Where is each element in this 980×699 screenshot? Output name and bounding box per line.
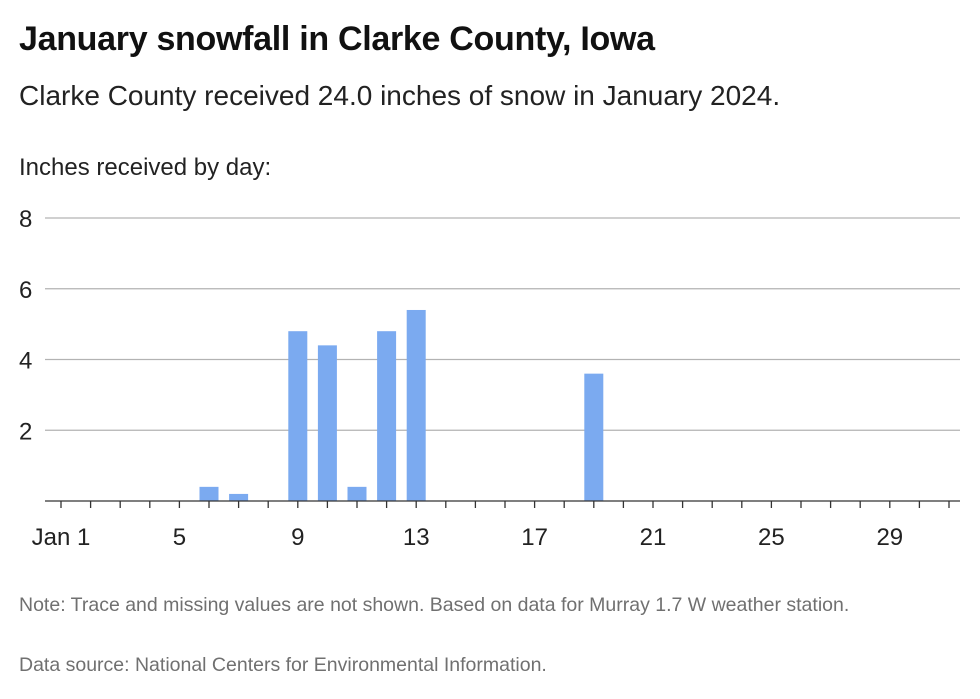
x-tick-label: 17 (521, 524, 548, 551)
bar-day-7 (229, 493, 249, 501)
y-tick-label: 8 (19, 206, 32, 233)
chart-note: Note: Trace and missing values are not s… (19, 594, 850, 616)
bar-day-13 (406, 309, 426, 501)
chart-subtitle: Clarke County received 24.0 inches of sn… (19, 80, 781, 111)
y-tick-label: 4 (19, 348, 32, 375)
x-tick-label: 13 (403, 524, 430, 551)
y-axis-label: Inches received by day: (19, 154, 272, 181)
x-tick-label: 21 (640, 524, 667, 551)
x-tick-label: Jan 1 (32, 524, 91, 551)
x-tick-label: 9 (291, 524, 304, 551)
bar-day-19 (584, 373, 604, 501)
x-tick-label: 25 (758, 524, 785, 551)
data-source: Data source: National Centers for Enviro… (19, 654, 547, 676)
bar-day-10 (317, 345, 337, 501)
x-tick-label: 5 (173, 524, 186, 551)
bar-day-12 (377, 331, 397, 501)
chart-title: January snowfall in Clarke County, Iowa (19, 20, 655, 58)
bar-day-11 (347, 486, 367, 501)
bar-day-9 (288, 331, 308, 501)
y-tick-label: 6 (19, 277, 32, 304)
y-tick-label: 2 (19, 418, 32, 445)
snowfall-bar-chart: 8 6 4 2 Jan 1 5 9 13 17 21 25 29 (19, 206, 960, 551)
bar-day-6 (199, 486, 219, 501)
x-tick-label: 29 (876, 524, 903, 551)
